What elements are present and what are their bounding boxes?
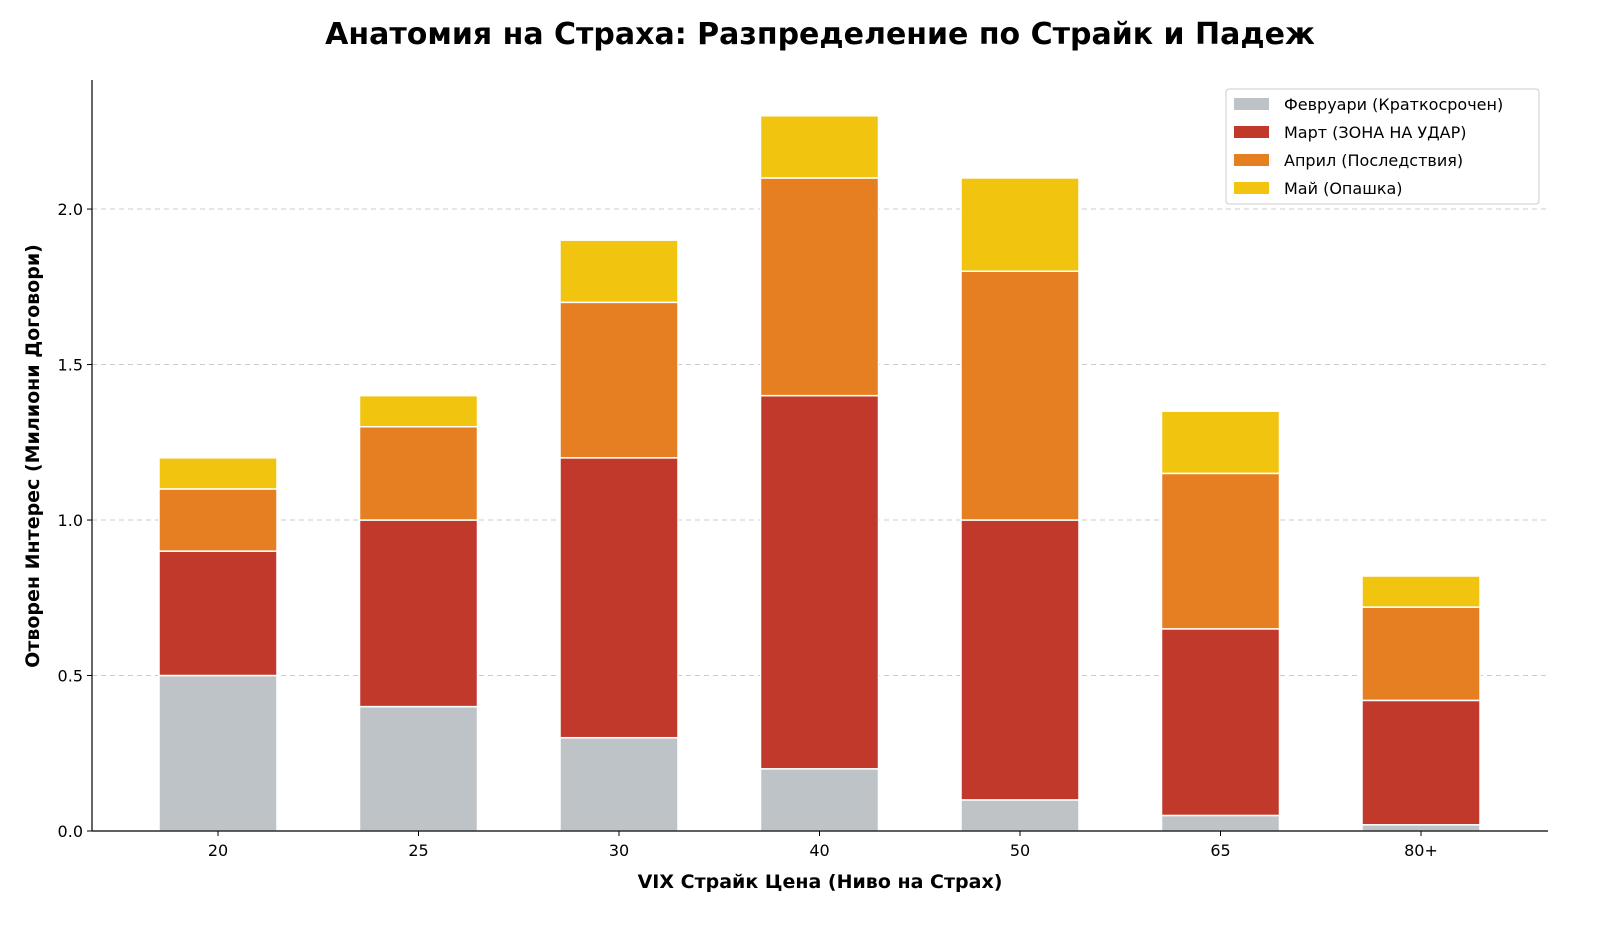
legend-swatch: [1234, 154, 1269, 166]
x-tick-label: 20: [208, 841, 228, 860]
bar-segment-1-65: [1160, 814, 1281, 832]
bar-segment-3-50: [960, 270, 1080, 521]
y-ticks: 0.0 0.5 1.0 1.5 2.0: [58, 200, 92, 841]
bar-segment-1-25: [358, 705, 479, 832]
bars: [158, 115, 1481, 832]
bar-segment-2-25: [358, 519, 479, 708]
y-tick-label: 1.5: [58, 356, 83, 375]
x-tick-label: 65: [1210, 841, 1230, 860]
bar-segment-2-30: [559, 457, 679, 739]
legend: Февруари (Краткосрочен) Март (ЗОНА НА УДА…: [1225, 88, 1540, 205]
bar-segment-2-20: [158, 550, 278, 677]
bar-segment-1-50: [960, 799, 1080, 832]
bar-segment-4-20: [158, 457, 278, 490]
x-tick-label: 25: [408, 841, 428, 860]
bar-segment-1-80+: [1361, 824, 1481, 832]
bar-segment-1-20: [158, 674, 278, 832]
bar-segment-3-25: [358, 425, 479, 521]
x-tick-label: 50: [1010, 841, 1030, 860]
bar-segment-2-50: [960, 519, 1080, 801]
bar-segment-3-40: [759, 177, 880, 397]
legend-label: Февруари (Краткосрочен): [1284, 95, 1503, 114]
bar-segment-3-20: [158, 488, 278, 552]
bar-segment-4-65: [1160, 410, 1281, 475]
x-tick-label: 80+: [1404, 841, 1438, 860]
legend-label: Април (Последствия): [1284, 151, 1463, 170]
bar-segment-4-50: [960, 177, 1080, 272]
legend-swatch: [1234, 98, 1269, 110]
y-tick-label: 0.0: [58, 822, 83, 841]
legend-label: Май (Опашка): [1284, 179, 1403, 198]
x-ticks: 20 25 30 40 50 65 80+: [208, 831, 1438, 860]
bar-segment-2-80+: [1361, 699, 1481, 826]
bar-segment-1-40: [759, 768, 880, 832]
bar-segment-3-80+: [1361, 606, 1481, 702]
bar-segment-2-65: [1160, 628, 1281, 817]
bar-segment-4-25: [358, 394, 479, 428]
bar-segment-4-80+: [1361, 575, 1481, 608]
y-tick-label: 0.5: [58, 667, 83, 686]
bar-segment-4-30: [559, 239, 679, 304]
bar-segment-3-30: [559, 301, 679, 459]
y-tick-label: 1.0: [58, 511, 83, 530]
bar-segment-2-40: [759, 394, 880, 770]
y-tick-label: 2.0: [58, 200, 83, 219]
x-axis-label: VIX Страйк Цена (Ниво на Страх): [638, 871, 1003, 893]
legend-swatch: [1234, 182, 1269, 194]
bar-segment-4-40: [759, 115, 880, 179]
legend-swatch: [1234, 126, 1269, 138]
legend-box: [1225, 88, 1540, 205]
legend-label: Март (ЗОНА НА УДАР): [1284, 123, 1466, 142]
bar-segment-1-30: [559, 736, 679, 832]
bar-segment-3-65: [1160, 472, 1281, 630]
x-tick-label: 30: [609, 841, 629, 860]
y-axis-label: Отворен Интерес (Милиони Договори): [22, 244, 44, 668]
x-tick-label: 40: [809, 841, 829, 860]
chart-title: Анатомия на Страха: Разпределение по Стр…: [325, 17, 1315, 52]
